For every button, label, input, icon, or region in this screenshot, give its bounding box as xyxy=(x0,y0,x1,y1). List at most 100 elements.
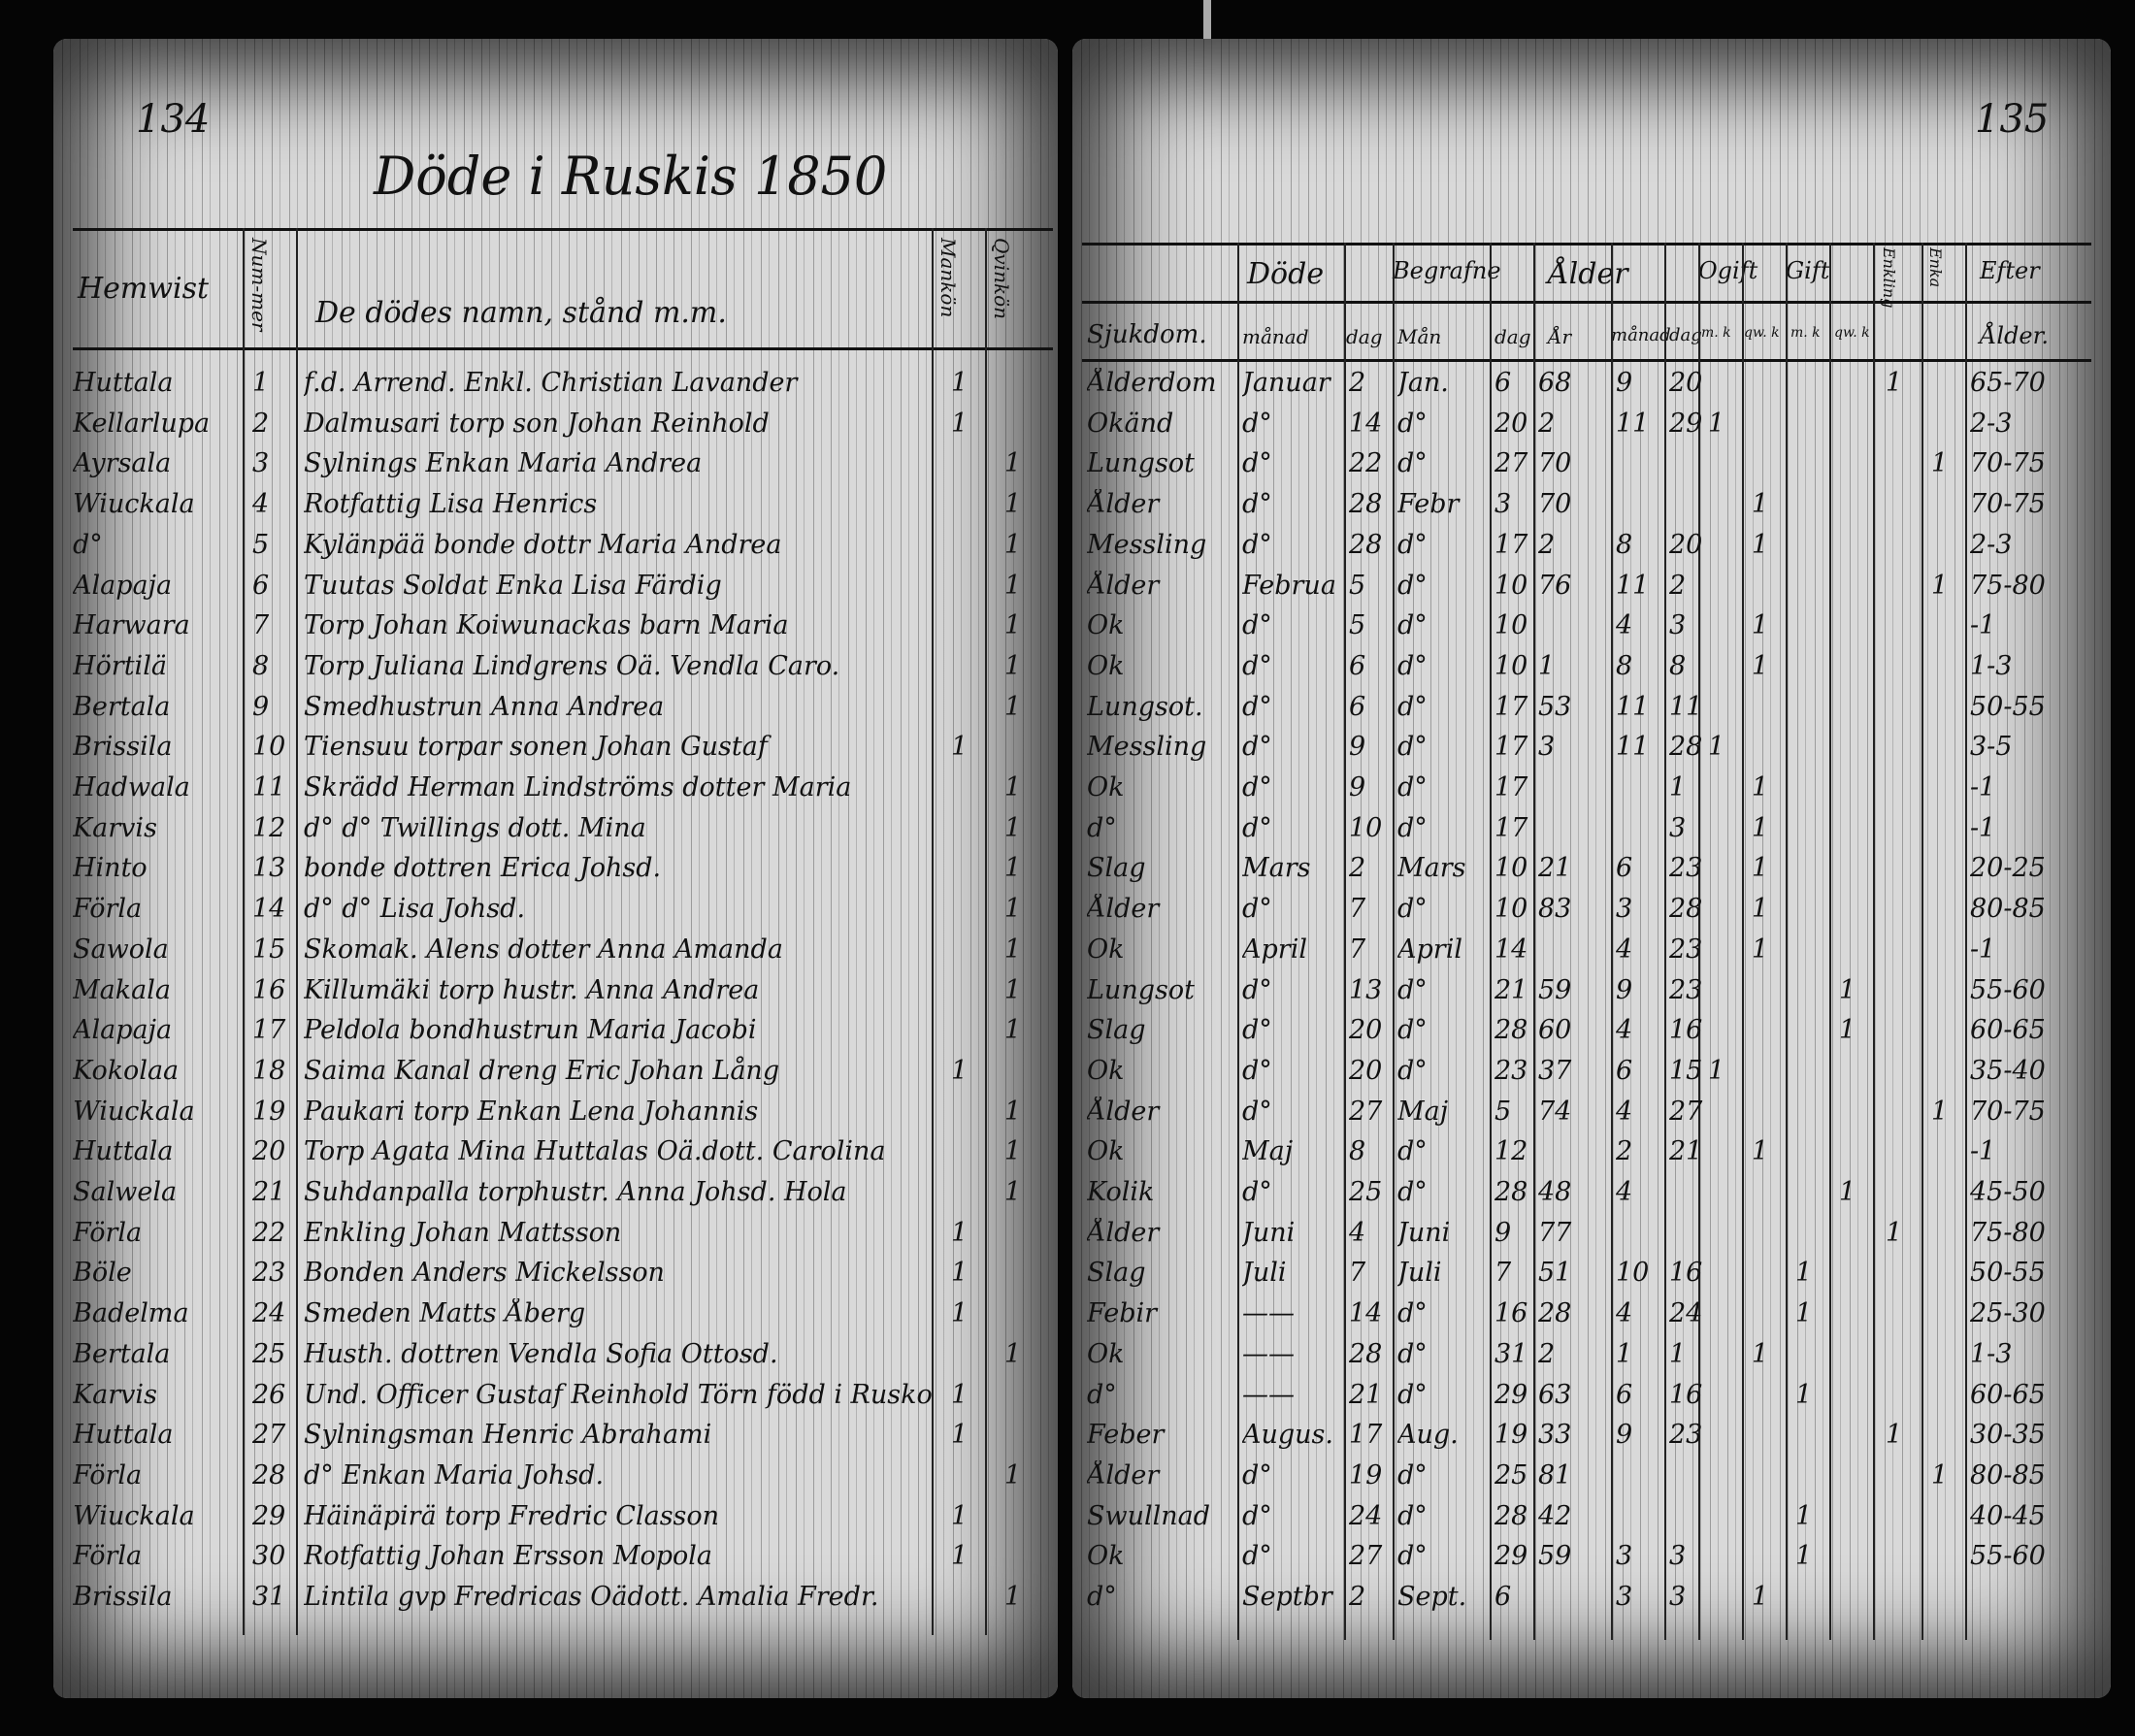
header-nummer: Num-mer xyxy=(247,238,271,332)
cell-name: Tiensuu torpar sonen Johan Gustaf xyxy=(304,732,768,763)
cell-dod-dag: 2 xyxy=(1349,1582,1366,1612)
cell-name: Paukari torp Enkan Lena Johannis xyxy=(304,1096,759,1127)
cell-nr: 1 xyxy=(252,368,270,398)
cell-alder-ar: 59 xyxy=(1538,974,1572,1005)
cell-nr: 16 xyxy=(252,974,286,1005)
cell-ogift-m: 1 xyxy=(1708,408,1725,439)
cell-hemwist: Sawola xyxy=(73,934,169,965)
cell-dod-manad: d° xyxy=(1242,1500,1272,1531)
cell-beg-dag: 17 xyxy=(1494,732,1528,763)
cell-dod-dag: 22 xyxy=(1349,448,1383,479)
cell-ogift-q: 1 xyxy=(1752,1136,1769,1167)
cell-beg-dag: 28 xyxy=(1494,1500,1528,1531)
cell-q: 1 xyxy=(1004,1096,1022,1127)
table-row: Huttala 20 Torp Agata Mina Huttalas Oä.dot… xyxy=(53,1132,1058,1173)
cell-m: 1 xyxy=(951,368,969,398)
cell-ogift-q: 1 xyxy=(1752,1338,1769,1369)
cell-efter-alder: 3-5 xyxy=(1970,732,2013,763)
cell-name: Enkling Johan Mattsson xyxy=(304,1217,622,1248)
table-row: Ok d° 6 d° 10 1 8 8 1 1-3 xyxy=(1072,647,2111,688)
cell-beg-dag: 29 xyxy=(1494,1541,1528,1572)
cell-beg-dag: 9 xyxy=(1494,1217,1512,1248)
cell-sjukdom: Slag xyxy=(1087,853,1146,884)
cell-q: 1 xyxy=(1004,1582,1022,1612)
cell-q: 1 xyxy=(1004,1177,1022,1207)
cell-hemwist: Badelma xyxy=(73,1298,189,1329)
cell-beg-dag: 29 xyxy=(1494,1379,1528,1410)
divider xyxy=(73,228,1053,231)
cell-nr: 20 xyxy=(252,1136,286,1167)
table-row: Febir —— 14 d° 16 28 4 24 1 25-30 xyxy=(1072,1294,2111,1335)
header-ar: År xyxy=(1548,325,1572,348)
cell-ogift-m: 1 xyxy=(1708,732,1725,763)
table-row: Sawola 15 Skomak. Alens dotter Anna Amanda… xyxy=(53,931,1058,971)
cell-name: Lintila gvp Fredricas Oädott. Amalia Fre… xyxy=(304,1582,879,1612)
header-alder: Ålder xyxy=(1548,257,1628,291)
table-row: Swullnad d° 24 d° 28 42 1 40-45 xyxy=(1072,1497,2111,1538)
cell-ogift-q: 1 xyxy=(1752,650,1769,681)
cell-dod-dag: 28 xyxy=(1349,529,1383,560)
table-row: Ålder Juni 4 Juni 9 77 1 75-80 xyxy=(1072,1214,2111,1255)
cell-beg-dag: 10 xyxy=(1494,610,1528,641)
cell-alder-manad: 3 xyxy=(1616,894,1633,925)
cell-efter-alder: 60-65 xyxy=(1970,1015,2046,1046)
cell-dod-dag: 28 xyxy=(1349,489,1383,520)
cell-beg-manad: d° xyxy=(1397,610,1428,641)
cell-beg-dag: 10 xyxy=(1494,570,1528,601)
table-row: Wiuckala 4 Rotfattig Lisa Henrics 1 xyxy=(53,485,1058,526)
cell-alder-manad: 9 xyxy=(1616,1420,1633,1451)
cell-alder-ar: 37 xyxy=(1538,1055,1572,1086)
cell-nr: 18 xyxy=(252,1055,286,1086)
table-row: Ok —— 28 d° 31 2 1 1 1 1-3 xyxy=(1072,1335,2111,1376)
cell-hemwist: Harwara xyxy=(73,610,190,641)
table-row: Feber Augus. 17 Aug. 19 33 9 23 1 30-35 xyxy=(1072,1416,2111,1457)
cell-name: Rotfattig Lisa Henrics xyxy=(304,489,598,520)
cell-beg-dag: 7 xyxy=(1494,1258,1512,1289)
cell-enkling: 1 xyxy=(1886,1420,1903,1451)
header-beg-man: Mån xyxy=(1397,325,1442,348)
cell-hemwist: Böle xyxy=(73,1258,132,1289)
cell-alder-dag: 20 xyxy=(1669,529,1703,560)
cell-m: 1 xyxy=(951,408,969,439)
cell-nr: 9 xyxy=(252,691,270,722)
cell-beg-dag: 27 xyxy=(1494,448,1528,479)
cell-nr: 5 xyxy=(252,529,270,560)
cell-sjukdom: Messling xyxy=(1087,529,1207,560)
cell-alder-dag: 23 xyxy=(1669,1420,1703,1451)
cell-hemwist: Förla xyxy=(73,1459,143,1490)
cell-alder-ar: 76 xyxy=(1538,570,1572,601)
binding-clip xyxy=(1203,0,1211,39)
table-row: Brissila 10 Tiensuu torpar sonen Johan Gus… xyxy=(53,728,1058,769)
cell-beg-dag: 21 xyxy=(1494,974,1528,1005)
cell-nr: 8 xyxy=(252,650,270,681)
table-row: Kokolaa 18 Saima Kanal dreng Eric Johan Lå… xyxy=(53,1052,1058,1093)
cell-gift-m: 1 xyxy=(1795,1298,1813,1329)
cell-alder-ar: 21 xyxy=(1538,853,1572,884)
cell-hemwist: Kellarlupa xyxy=(73,408,211,439)
cell-dod-dag: 9 xyxy=(1349,732,1366,763)
cell-efter-alder: -1 xyxy=(1970,610,1996,641)
cell-hemwist: Alapaja xyxy=(73,1015,173,1046)
column-rule xyxy=(985,228,987,1635)
cell-sjukdom: Febir xyxy=(1087,1298,1158,1329)
header-gift: Gift xyxy=(1786,257,1830,284)
cell-beg-manad: d° xyxy=(1397,1298,1428,1329)
cell-dod-manad: d° xyxy=(1242,448,1272,479)
cell-dod-dag: 14 xyxy=(1349,1298,1383,1329)
cell-name: f.d. Arrend. Enkl. Christian Lavander xyxy=(304,368,798,398)
divider xyxy=(1082,301,2091,304)
left-page: 134 Döde i Ruskis 1850 Hemwist Num-mer D… xyxy=(53,39,1058,1698)
table-row: Hinto 13 bonde dottren Erica Johsd. 1 xyxy=(53,849,1058,890)
cell-name: Und. Officer Gustaf Reinhold Törn född i… xyxy=(304,1379,933,1410)
cell-efter-alder: -1 xyxy=(1970,772,1996,802)
cell-dod-manad: d° xyxy=(1242,691,1272,722)
cell-alder-dag: 1 xyxy=(1669,1338,1687,1369)
header-beg-dag: dag xyxy=(1494,325,1531,348)
cell-sjukdom: Ok xyxy=(1087,650,1125,681)
cell-hemwist: Brissila xyxy=(73,732,173,763)
cell-name: Tuutas Soldat Enka Lisa Färdig xyxy=(304,570,722,601)
cell-alder-manad: 4 xyxy=(1616,1015,1633,1046)
cell-alder-ar: 60 xyxy=(1538,1015,1572,1046)
cell-efter-alder: 2-3 xyxy=(1970,529,2013,560)
cell-alder-ar: 59 xyxy=(1538,1541,1572,1572)
